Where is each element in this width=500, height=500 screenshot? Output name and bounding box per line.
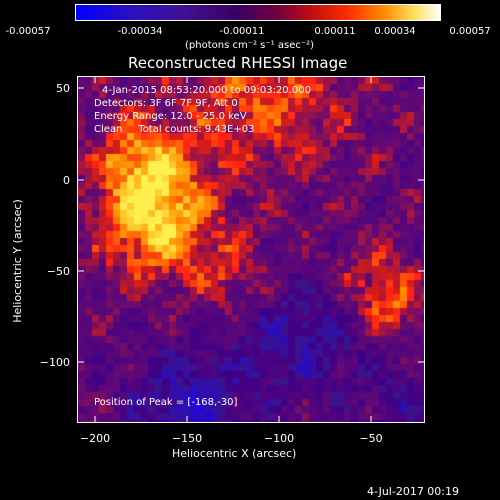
x-tick-label: −150 <box>171 432 203 445</box>
y-axis-label: Heliocentric Y (arcsec) <box>11 199 24 323</box>
colorbar-tick: -0.00011 <box>219 26 265 37</box>
heatmap-canvas <box>78 77 424 422</box>
colorbar-tick: 0.00011 <box>314 26 356 37</box>
y-tick-label: −50 <box>46 265 70 278</box>
detectors-label: Detectors: 3F 6F 7F 9F, Att 0 <box>94 98 238 109</box>
x-tick-label: −100 <box>263 432 295 445</box>
colorbar <box>75 4 441 21</box>
time-range-label: 4-Jan-2015 08:53:20.000 to 09:03:20.000 <box>102 85 311 96</box>
y-tick-label: 0 <box>63 174 70 187</box>
colorbar-tick: 0.00057 <box>449 26 491 37</box>
timestamp: 4-Jul-2017 00:19 <box>367 485 460 498</box>
x-tick-label: −200 <box>79 432 111 445</box>
colorbar-tick: -0.00034 <box>117 26 163 37</box>
clean-counts-label: Clean Total counts: 9.43E+03 <box>94 124 255 135</box>
colorbar-tick: -0.00057 <box>5 26 51 37</box>
x-tick-label: −50 <box>359 432 383 445</box>
energy-range-label: Energy Range: 12.0 - 25.0 keV <box>94 111 247 122</box>
plot-title: Reconstructed RHESSI Image <box>128 54 348 72</box>
colorbar-tick: 0.00034 <box>374 26 416 37</box>
x-axis-label: Heliocentric X (arcsec) <box>172 447 297 460</box>
y-tick-label: 50 <box>56 82 70 95</box>
rhessi-image: 4-Jan-2015 08:53:20.000 to 09:03:20.000 … <box>77 76 425 423</box>
peak-position-label: Position of Peak = [-168,-30] <box>94 397 238 408</box>
colorbar-units: (photons cm⁻² s⁻¹ asec⁻²) <box>185 40 315 51</box>
y-tick-label: −100 <box>39 356 70 369</box>
